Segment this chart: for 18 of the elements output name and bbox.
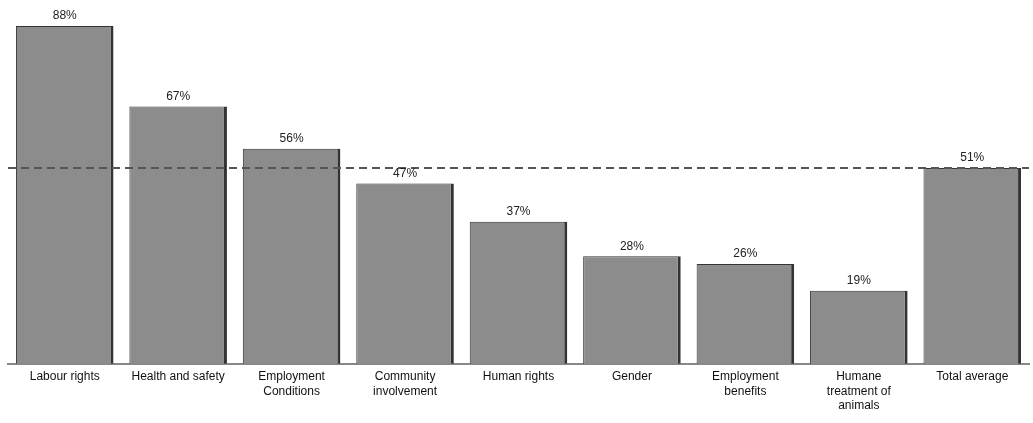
data-label: 28%	[619, 238, 645, 253]
data-label: 47%	[393, 165, 418, 180]
x-tick-label: Humane treatment of animals	[826, 369, 892, 413]
x-tick-label: Total average	[936, 369, 1009, 384]
x-tick-label: Health and safety	[131, 369, 225, 384]
x-tick-label: Human rights	[482, 369, 555, 384]
data-label: 56%	[279, 131, 304, 146]
data-label: 26%	[733, 246, 758, 261]
x-tick-label: Employment Conditions	[258, 369, 326, 398]
data-label: 37%	[506, 204, 531, 219]
x-tick-label: Community involvement	[373, 369, 438, 398]
data-label: 51%	[960, 150, 985, 165]
data-label: 19%	[846, 273, 872, 288]
data-label: 88%	[52, 8, 78, 23]
x-tick-label: Labour rights	[29, 369, 100, 384]
x-tick-label: Employment benefits	[712, 369, 780, 398]
data-label: 67%	[166, 88, 191, 103]
x-tick-label: Gender	[611, 369, 652, 384]
